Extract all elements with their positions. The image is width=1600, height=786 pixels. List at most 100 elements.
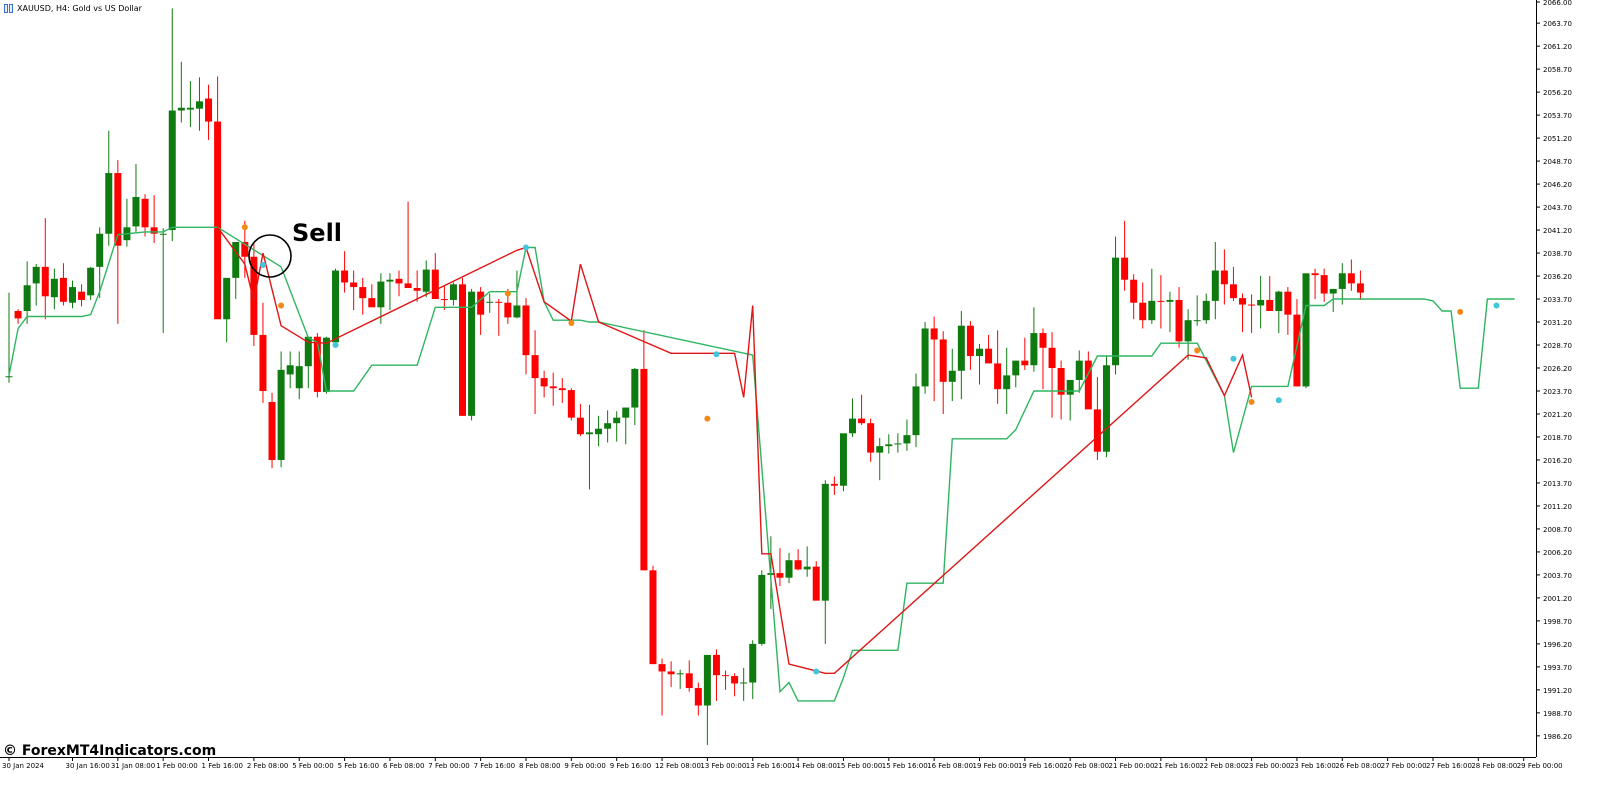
y-tick-label: 2023.70 (1543, 388, 1572, 396)
y-tick-label: 2058.70 (1543, 66, 1572, 74)
candle-bear (205, 98, 213, 122)
x-tick-label: 29 Feb 00:00 (1517, 762, 1563, 770)
candle-bear (567, 390, 575, 418)
candle-bull (23, 285, 31, 311)
y-tick-label: 2021.20 (1543, 411, 1572, 419)
candle-bull (912, 386, 920, 436)
candle-bear (830, 483, 838, 486)
candle-bear (1229, 284, 1237, 299)
candle-bull (604, 423, 612, 429)
candle-bear (658, 664, 666, 672)
window-icon (4, 3, 14, 13)
y-tick-label: 2028.70 (1543, 342, 1572, 350)
y-tick-label: 2041.20 (1543, 227, 1572, 235)
y-tick-label: 1991.20 (1543, 687, 1572, 695)
y-tick-label: 2018.70 (1543, 434, 1572, 442)
candle-bull (585, 432, 593, 435)
candle-bull (1012, 360, 1020, 376)
candle-bull (377, 281, 385, 308)
candle-bear (1084, 360, 1092, 410)
x-tick-label: 30 Jan 2024 (2, 762, 45, 770)
sell-signal-dot (278, 302, 285, 309)
candle-bear (495, 301, 503, 303)
y-tick-label: 2038.70 (1543, 250, 1572, 258)
candle-bear (1293, 314, 1301, 387)
candle-bear (540, 378, 548, 387)
candle-bear (1266, 299, 1274, 311)
buy-signal-dot (1493, 302, 1500, 309)
candle-bear (685, 673, 693, 689)
x-tick-label: 15 Feb 16:00 (882, 762, 928, 770)
candle-bear (413, 287, 421, 291)
candle-bear (1157, 300, 1165, 302)
y-tick-label: 2046.20 (1543, 181, 1572, 189)
candle-bear (576, 417, 584, 435)
candle-bear (359, 287, 367, 299)
candle-bear (268, 402, 276, 460)
candle-bull (849, 418, 857, 434)
buy-signal-dot (522, 244, 529, 251)
candle-bull (468, 291, 476, 416)
candle-bear (1093, 409, 1101, 452)
candle-bear (794, 560, 802, 570)
candle-bull (903, 435, 911, 444)
candle-bull (449, 284, 457, 300)
candle-bear (1139, 302, 1147, 321)
candle-bear (1284, 291, 1292, 315)
candle-bull (223, 277, 231, 320)
watermark: © ForexMT4Indicators.com (3, 743, 217, 759)
y-tick-label: 2053.70 (1543, 112, 1572, 120)
candle-bear (966, 325, 974, 357)
symbol-label: XAUUSD, H4: Gold vs US Dollar (17, 3, 142, 13)
x-tick-label: 23 Feb 16:00 (1290, 762, 1336, 770)
sell-circle-marker (248, 234, 292, 278)
x-tick-label: 21 Feb 00:00 (1109, 762, 1155, 770)
candle-bear (722, 675, 730, 677)
x-tick-label: 7 Feb 00:00 (428, 762, 469, 770)
candle-bear (1311, 273, 1319, 276)
candle-bear (1175, 299, 1183, 342)
y-tick-label: 1998.70 (1543, 618, 1572, 626)
y-tick-label: 2056.20 (1543, 89, 1572, 97)
y-tick-label: 1986.20 (1543, 733, 1572, 741)
candle-bear (341, 270, 349, 283)
candle-bear (776, 573, 784, 578)
y-tick-label: 2026.20 (1543, 365, 1572, 373)
candle-bull (1066, 379, 1074, 395)
candle-bull (1338, 273, 1346, 289)
candle-bull (50, 278, 58, 298)
candle-bull (676, 673, 684, 675)
candle-bear (930, 328, 938, 340)
candle-bear (368, 298, 376, 308)
sell-signal-dot (1194, 347, 1201, 354)
x-tick-label: 13 Feb 16:00 (746, 762, 792, 770)
candle-bull (105, 173, 113, 234)
x-tick-label: 9 Feb 00:00 (564, 762, 605, 770)
candle-bull (876, 446, 884, 453)
candle-bear (1121, 257, 1129, 280)
candle-bull (68, 287, 76, 303)
candle-bear (214, 121, 222, 320)
candle-bear (504, 302, 512, 318)
y-tick-label: 2013.70 (1543, 480, 1572, 488)
x-tick-label: 19 Feb 16:00 (1018, 762, 1064, 770)
candle-bear (994, 363, 1002, 390)
candle-bear (477, 291, 485, 315)
y-tick-label: 2003.70 (1543, 572, 1572, 580)
candle-bear (141, 198, 149, 228)
candle-bull (186, 107, 194, 110)
candle-bear (1039, 333, 1047, 348)
candle-bull (921, 328, 929, 387)
candle-bull (595, 428, 603, 435)
candle-bull (1202, 300, 1210, 321)
candle-bull (613, 417, 621, 424)
x-tick-label: 5 Feb 16:00 (338, 762, 379, 770)
candle-bear (1220, 270, 1228, 285)
candle-bull (1075, 360, 1083, 380)
x-tick-label: 27 Feb 00:00 (1381, 762, 1427, 770)
candle-bear (250, 256, 258, 335)
candle-bull (32, 266, 40, 284)
y-tick-label: 2063.70 (1543, 20, 1572, 28)
x-tick-label: 2 Feb 08:00 (247, 762, 288, 770)
